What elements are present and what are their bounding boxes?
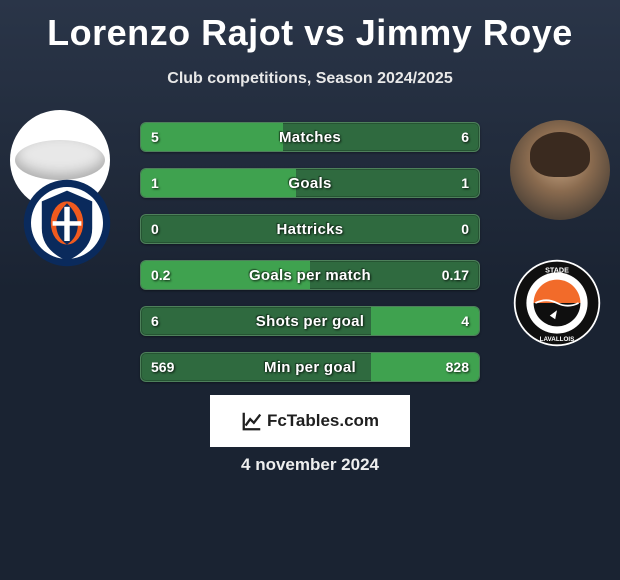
watermark: FcTables.com: [210, 395, 410, 447]
stat-label: Shots per goal: [141, 307, 479, 335]
stat-value-right: 1: [451, 169, 479, 197]
stat-value-left: 0: [141, 215, 169, 243]
stat-row: Goals per match0.2 0.17: [140, 260, 480, 290]
stat-row: Matches5 6: [140, 122, 480, 152]
stat-label: Goals: [141, 169, 479, 197]
stat-value-left: 1: [141, 169, 169, 197]
player-right-portrait: [510, 120, 610, 220]
chart-icon: [241, 410, 263, 432]
stat-value-right: 828: [436, 353, 479, 381]
stat-value-left: 5: [141, 123, 169, 151]
page-subtitle: Club competitions, Season 2024/2025: [0, 70, 620, 88]
stat-value-left: 6: [141, 307, 169, 335]
stat-value-right: 0: [451, 215, 479, 243]
date-text: 4 november 2024: [0, 455, 620, 475]
stat-value-right: 6: [451, 123, 479, 151]
svg-text:LAVALLOIS: LAVALLOIS: [540, 336, 575, 343]
stat-row: Goals1 1: [140, 168, 480, 198]
stat-value-left: 0.2: [141, 261, 180, 289]
stat-label: Min per goal: [141, 353, 479, 381]
stat-label: Hattricks: [141, 215, 479, 243]
page-title: Lorenzo Rajot vs Jimmy Roye: [0, 0, 620, 54]
team-left-logo: [22, 178, 112, 268]
stat-row: Min per goal569 828: [140, 352, 480, 382]
stats-container: Matches5 6 Goals1 1 Hattricks0 0 Goals per mat…: [140, 122, 480, 398]
stat-row: Shots per goal6 4: [140, 306, 480, 336]
stat-value-right: 4: [451, 307, 479, 335]
stat-row: Hattricks0 0: [140, 214, 480, 244]
stat-value-left: 569: [141, 353, 184, 381]
svg-text:STADE: STADE: [545, 265, 569, 274]
team-right-logo: STADE LAVALLOIS: [512, 258, 602, 348]
stat-label: Matches: [141, 123, 479, 151]
stat-value-right: 0.17: [432, 261, 479, 289]
watermark-text: FcTables.com: [267, 411, 379, 431]
stat-label: Goals per match: [141, 261, 479, 289]
